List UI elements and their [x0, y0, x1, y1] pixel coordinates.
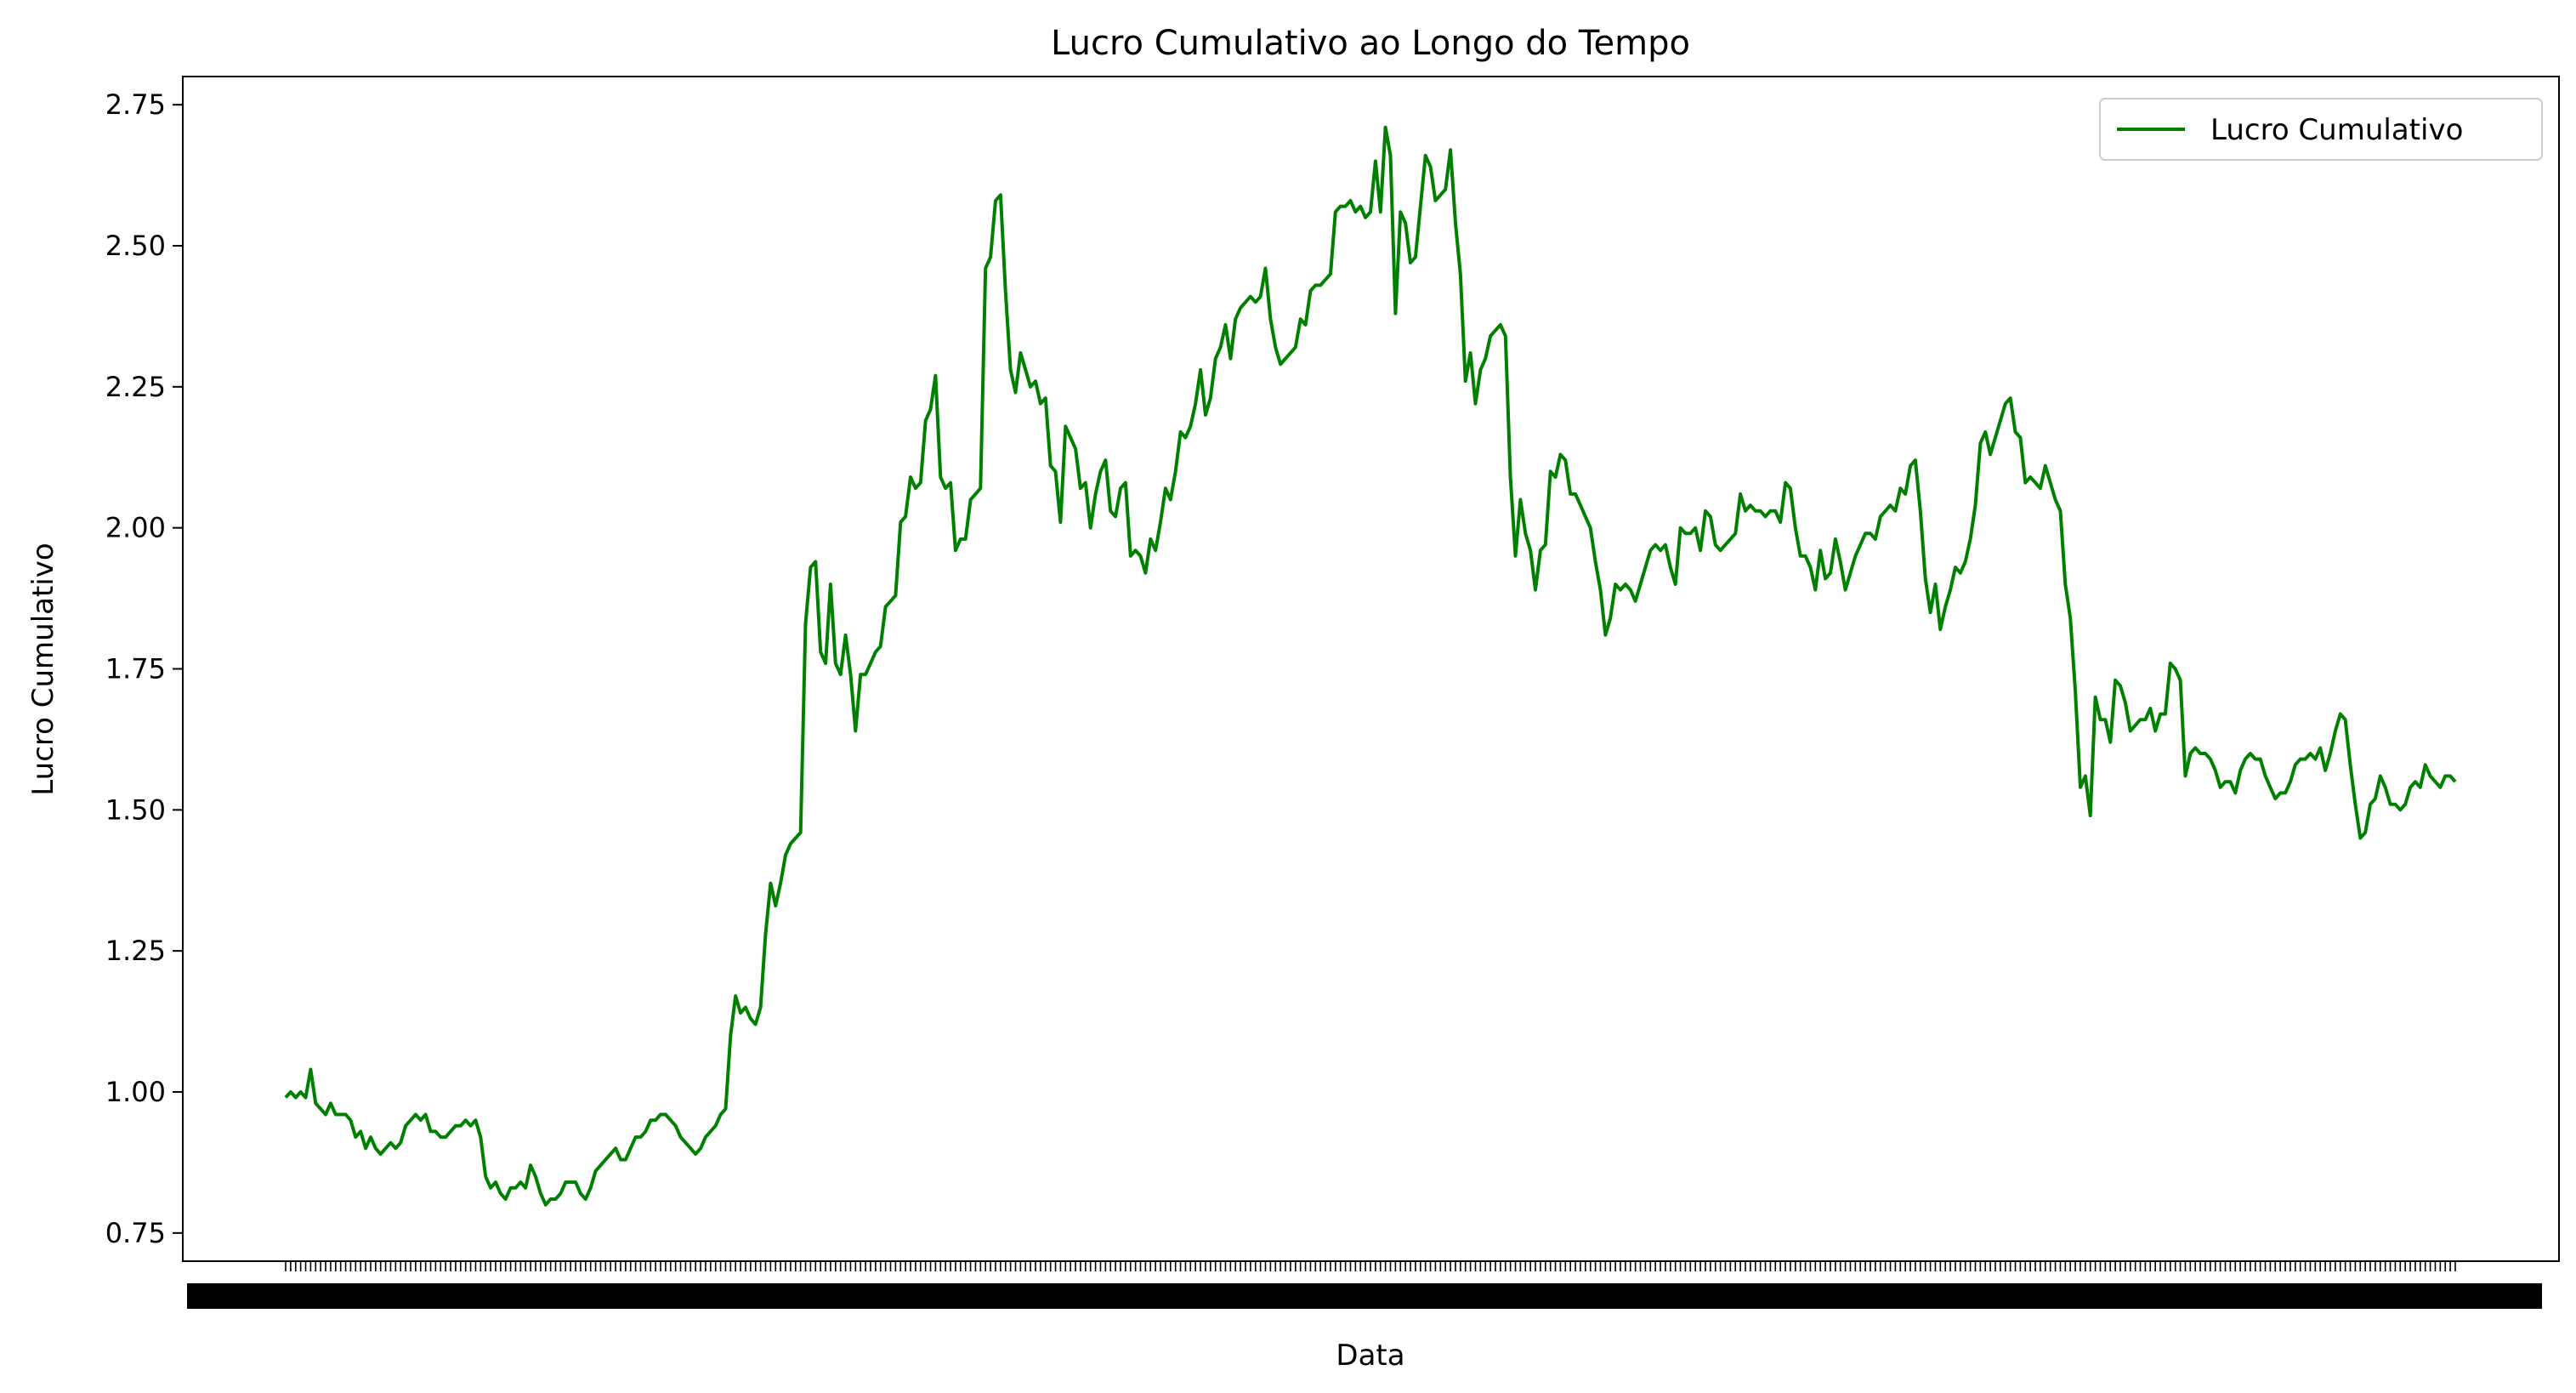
legend-box: [2099, 98, 2543, 161]
y-axis: 0.75 1.00 1.25 1.50 1.75 2.00 2.25 2.50 2.75: [105, 88, 183, 1249]
y-tick-label: 2.00: [105, 512, 166, 544]
y-tick-label: 2.25: [105, 371, 166, 403]
legend: Lucro Cumulativo: [2099, 98, 2543, 161]
y-tick-label: 1.50: [105, 793, 166, 826]
y-tick-label: 1.25: [105, 935, 166, 967]
x-axis: [187, 1261, 2542, 1309]
y-tick-label: 2.50: [105, 230, 166, 262]
legend-label: Lucro Cumulativo: [2210, 113, 2463, 147]
x-axis-label: Data: [1336, 1339, 1404, 1373]
y-tick-label: 2.75: [105, 88, 166, 121]
plot-area: [182, 76, 2560, 1262]
y-axis-label: Lucro Cumulativo: [26, 543, 60, 795]
series-line-lucro-cumulativo: [284, 125, 2457, 1207]
y-tick-label: 1.00: [105, 1076, 166, 1108]
y-tick-label: 0.75: [105, 1217, 166, 1249]
chart-title: Lucro Cumulativo ao Longo do Tempo: [1051, 24, 1690, 63]
y-tick-label: 1.75: [105, 653, 166, 685]
x-tick-labels-overlapping: [187, 1283, 2542, 1309]
